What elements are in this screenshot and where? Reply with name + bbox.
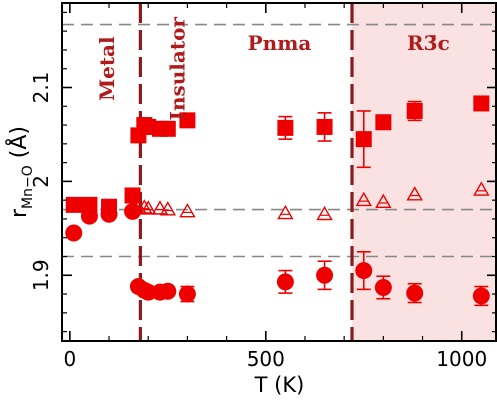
circle-marker (80, 207, 98, 225)
circle-marker (159, 282, 177, 300)
triangle-marker (277, 204, 294, 220)
square-marker (473, 95, 490, 112)
circle-marker (472, 287, 490, 305)
square-marker (65, 196, 82, 213)
x-axis-title: T (K) (254, 373, 305, 397)
region-label: Metal (95, 36, 119, 101)
y-axis-title: rMn−O (Å) (5, 126, 36, 218)
circle-marker (406, 284, 424, 302)
triangle-marker (159, 201, 177, 216)
triangle-marker (140, 200, 157, 215)
circle-marker (276, 273, 294, 291)
region-label: Insulator (166, 17, 190, 121)
circle-marker (355, 262, 373, 280)
circle-marker (139, 283, 157, 301)
square-marker (375, 114, 392, 131)
triangle-marker (473, 181, 490, 196)
ticks-layer: 0 500 1000 1.9 2 2.1 (29, 3, 497, 371)
triangle-marker (179, 203, 196, 218)
circle-marker (100, 205, 118, 223)
circle-marker (374, 278, 392, 296)
square-marker (159, 120, 176, 137)
square-marker (277, 119, 294, 136)
circle-marker (178, 285, 196, 303)
y-axis-label: rMn−O (Å) (5, 126, 36, 218)
region-label: Pnma (248, 31, 312, 55)
x-axis-label: T (K) (254, 373, 305, 397)
triangle-marker (316, 205, 333, 221)
plot-frame (61, 2, 497, 342)
x-tick-label: 500 (247, 347, 285, 371)
square-marker (406, 102, 423, 119)
circle-marker (65, 224, 83, 242)
triangle-marker (136, 199, 153, 214)
triangle-marker (375, 193, 392, 208)
triangle-marker (355, 191, 372, 207)
y-tick-label: 2.1 (29, 72, 53, 104)
square-marker (179, 112, 196, 129)
triangle-marker (151, 200, 169, 215)
square-marker (316, 118, 333, 135)
x-tick-label: 1000 (436, 347, 487, 371)
square-marker (124, 187, 141, 204)
x-tick-label: 0 (63, 347, 76, 371)
square-marker (355, 131, 372, 148)
region-labels-layer: Metal Insulator Pnma R3̄c (95, 17, 450, 121)
y-tick-label: 1.9 (29, 259, 53, 291)
y-tick-label: 2 (29, 175, 53, 188)
circle-marker (316, 266, 334, 284)
triangle-marker (406, 186, 423, 201)
data-points-layer (65, 95, 490, 307)
region-label: R3̄c (407, 31, 450, 55)
